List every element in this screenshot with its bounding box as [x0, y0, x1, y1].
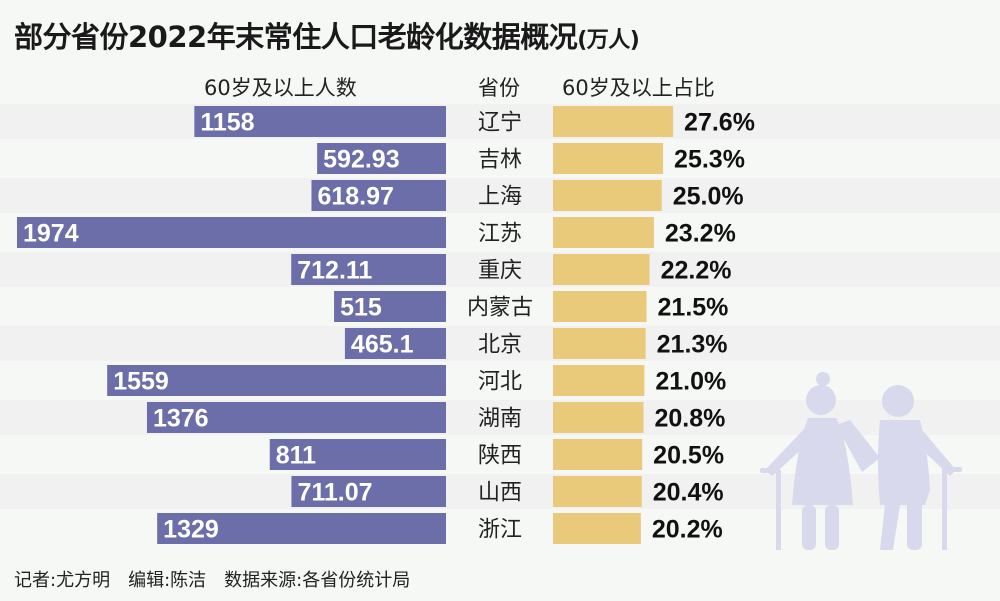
label-province: 上海 — [478, 185, 522, 210]
label-count: 592.93 — [323, 146, 399, 174]
man-head — [882, 385, 914, 417]
joined-arms — [836, 420, 880, 472]
label-province: 北京 — [478, 333, 522, 358]
man-leg — [907, 500, 922, 550]
woman-leg — [802, 505, 816, 550]
label-count: 1329 — [163, 516, 219, 544]
bar-ratio — [553, 476, 642, 507]
label-count: 1974 — [23, 220, 79, 248]
bar-count — [194, 106, 446, 137]
bar-count — [291, 476, 446, 507]
bar-ratio — [553, 143, 664, 174]
cane — [942, 470, 947, 550]
bar-count — [107, 365, 446, 396]
bar-count — [334, 291, 446, 322]
label-count: 618.97 — [317, 183, 393, 211]
title-text: 部分省份2022年末常住人口老龄化数据概况 — [14, 20, 578, 54]
bar-ratio — [553, 365, 645, 396]
elderly-couple-icon — [760, 372, 962, 550]
label-count: 712.11 — [297, 257, 372, 285]
woman-bun — [816, 372, 830, 386]
label-count: 1158 — [200, 109, 254, 137]
label-ratio: 27.6% — [684, 109, 755, 137]
label-count: 1559 — [113, 368, 169, 396]
bar-ratio — [553, 106, 674, 137]
label-ratio: 20.5% — [653, 442, 724, 470]
chart-title: 部分省份2022年末常住人口老龄化数据概况(万人) — [14, 14, 640, 56]
bar-count — [344, 328, 446, 359]
cane-handle — [760, 468, 780, 473]
woman-head — [806, 385, 836, 415]
bar-count — [269, 439, 446, 470]
man-leg — [880, 505, 900, 550]
cane — [776, 470, 781, 550]
bar-count — [311, 180, 446, 211]
header-left: 60岁及以上人数 — [204, 76, 357, 100]
woman-leg — [825, 505, 839, 550]
header-middle: 省份 — [478, 76, 520, 100]
label-ratio: 21.3% — [657, 331, 728, 359]
bar-ratio — [553, 254, 650, 285]
bar-count — [291, 254, 446, 285]
row-stripe — [0, 104, 1000, 139]
row-stripe — [0, 178, 1000, 213]
bar-ratio — [553, 439, 643, 470]
bar-ratio — [553, 291, 647, 322]
bar-ratio — [553, 217, 654, 248]
label-ratio: 23.2% — [665, 220, 736, 248]
label-count: 1376 — [153, 405, 209, 433]
bar-ratio — [553, 180, 662, 211]
label-count: 711.07 — [297, 479, 372, 507]
label-province: 内蒙古 — [467, 296, 533, 321]
label-province: 河北 — [478, 370, 522, 395]
label-province: 重庆 — [478, 259, 522, 284]
label-ratio: 20.2% — [652, 516, 723, 544]
label-province: 辽宁 — [478, 111, 522, 136]
label-ratio: 22.2% — [661, 257, 732, 285]
bar-count — [17, 217, 446, 248]
label-province: 浙江 — [478, 518, 522, 543]
label-province: 陕西 — [478, 444, 522, 469]
bar-count — [146, 402, 446, 433]
row-stripe — [0, 252, 1000, 287]
bar-count — [317, 143, 446, 174]
footer-credits: 记者:尤方明 编辑:陈洁 数据来源:各省份统计局 — [14, 570, 411, 591]
label-ratio: 21.5% — [658, 294, 729, 322]
label-ratio: 20.4% — [653, 479, 724, 507]
label-ratio: 21.0% — [655, 368, 726, 396]
row-stripe — [0, 326, 1000, 361]
label-province: 湖南 — [478, 407, 522, 432]
woman-arm — [765, 425, 812, 476]
man-arm — [912, 425, 956, 476]
label-province: 山西 — [478, 481, 522, 506]
bar-ratio — [553, 402, 644, 433]
label-ratio: 25.0% — [673, 183, 744, 211]
label-count: 515 — [340, 294, 382, 322]
bar-ratio — [553, 328, 646, 359]
bar-count — [157, 513, 446, 544]
label-ratio: 20.8% — [654, 405, 725, 433]
label-ratio: 25.3% — [674, 146, 745, 174]
header-right: 60岁及以上占比 — [562, 76, 715, 100]
label-count: 465.1 — [351, 331, 414, 359]
unit-text: (万人) — [577, 28, 640, 53]
label-province: 吉林 — [478, 148, 522, 173]
label-count: 811 — [276, 442, 316, 470]
bar-ratio — [553, 513, 641, 544]
label-province: 江苏 — [478, 222, 522, 247]
cane-handle — [942, 467, 962, 472]
